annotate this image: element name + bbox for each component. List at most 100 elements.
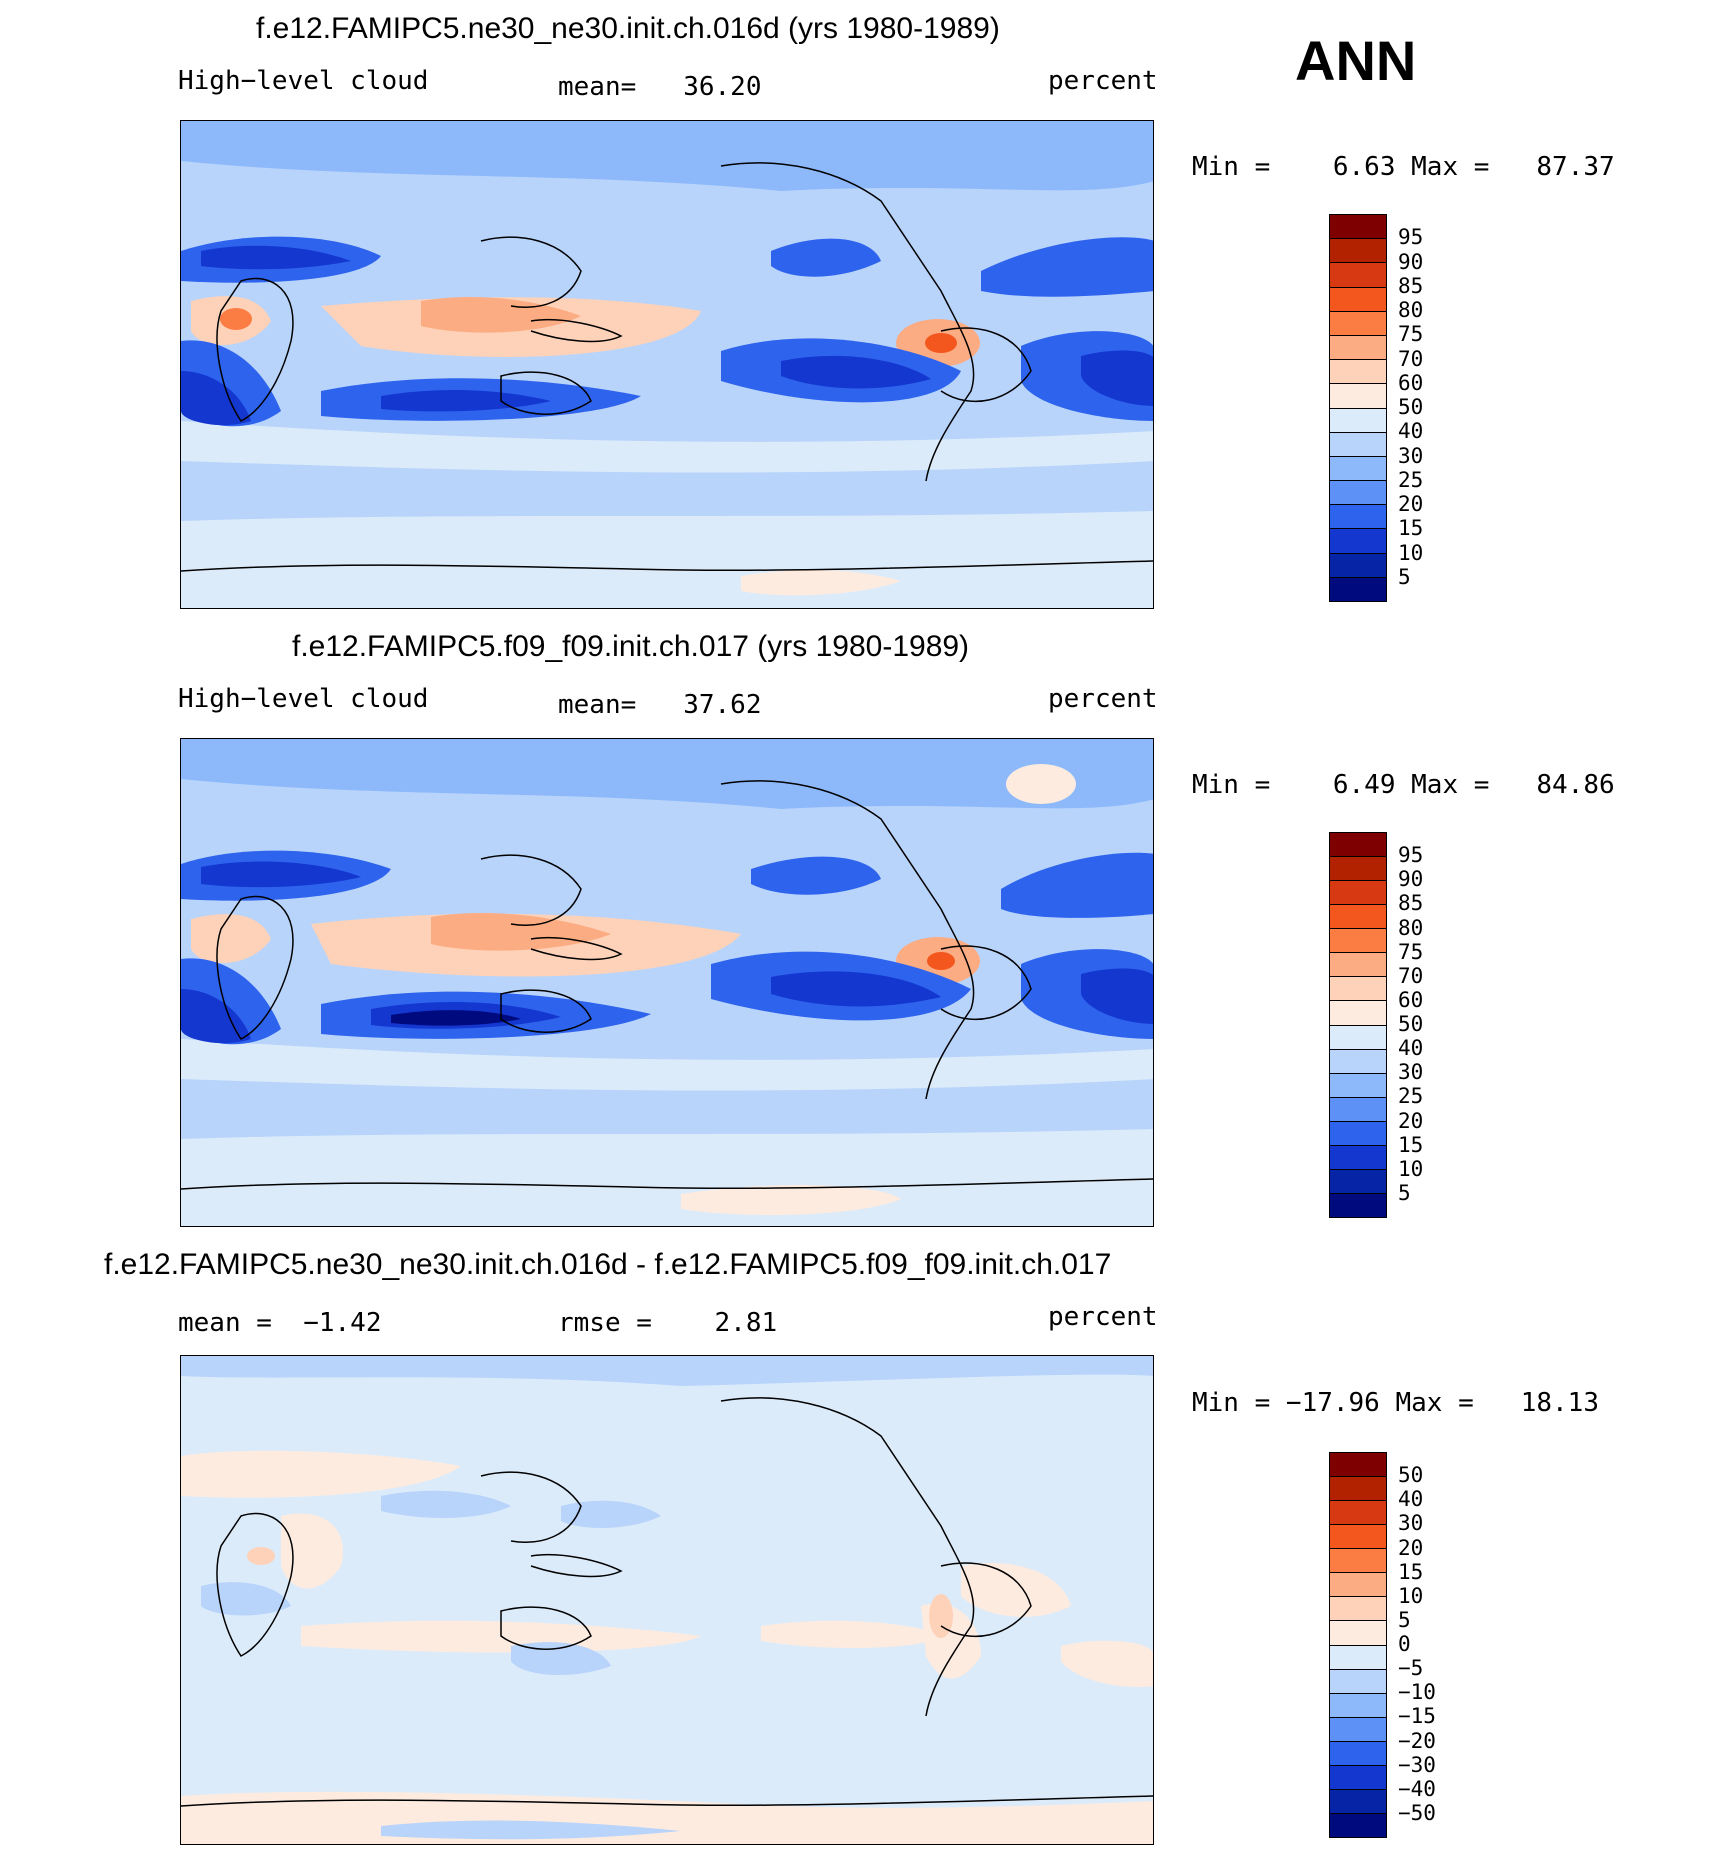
colorbar-tick-label: −20: [1398, 1728, 1436, 1753]
colorbar-segment: [1330, 1193, 1386, 1217]
colorbar-segment: [1330, 1645, 1386, 1670]
colorbar-tick-label: 15: [1398, 516, 1424, 541]
colorbar-segment: [1330, 505, 1386, 530]
panel-1-colorbar-ticks: 95 90 85 80 75 70 60 50 40 30 25 20 15 10 5: [1398, 214, 1478, 602]
colorbar-segment: [1330, 384, 1386, 409]
colorbar-segment: [1330, 1145, 1386, 1170]
colorbar-tick-label: 15: [1398, 1132, 1424, 1157]
colorbar-tick-label: 95: [1398, 843, 1424, 868]
panel-2-mean-label: mean= 37.62: [558, 690, 762, 720]
colorbar-segment: [1330, 239, 1386, 264]
colorbar-segment: [1330, 1121, 1386, 1146]
panel-1-colorbar: [1329, 214, 1387, 602]
panel-1-colorbar-segments: [1330, 215, 1386, 601]
colorbar-tick-label: 20: [1398, 492, 1424, 516]
colorbar-tick-label: 50: [1398, 1012, 1424, 1036]
colorbar-tick-label: 20: [1398, 1535, 1424, 1560]
colorbar-segment: [1330, 1025, 1386, 1050]
panel-3-units-label: percent: [1048, 1302, 1158, 1332]
colorbar-segment: [1330, 953, 1386, 978]
colorbar-segment: [1330, 1049, 1386, 1074]
colorbar-segment: [1330, 1573, 1386, 1598]
colorbar-segment: [1330, 1001, 1386, 1026]
colorbar-tick-label: 30: [1398, 1060, 1424, 1085]
colorbar-segment: [1330, 360, 1386, 385]
colorbar-tick-label: 10: [1398, 1583, 1424, 1608]
panel-3-rmse-label: rmse = 2.81: [558, 1308, 778, 1338]
colorbar-tick-label: 5: [1398, 1180, 1411, 1205]
colorbar-tick-label: 80: [1398, 298, 1424, 322]
colorbar-segment: [1330, 1621, 1386, 1646]
panel-3-colorbar: [1329, 1452, 1387, 1838]
colorbar-tick-label: 80: [1398, 915, 1424, 940]
season-label: ANN: [1295, 29, 1417, 92]
colorbar-segment: [1330, 1525, 1386, 1550]
panel-2-colorbar-segments: [1330, 833, 1386, 1217]
colorbar-segment: [1330, 335, 1386, 361]
panel-1-map: [180, 120, 1154, 609]
colorbar-segment: [1330, 1693, 1386, 1718]
colorbar-segment: [1330, 1549, 1386, 1574]
colorbar-segment: [1330, 1765, 1386, 1790]
colorbar-tick-label: 25: [1398, 1084, 1424, 1109]
colorbar-segment: [1330, 1169, 1386, 1194]
colorbar-tick-label: 75: [1398, 322, 1424, 347]
colorbar-segment: [1330, 1097, 1386, 1122]
colorbar-tick-label: 25: [1398, 467, 1424, 492]
colorbar-segment: [1330, 1501, 1386, 1526]
panel-2-colorbar-ticks: 95 90 85 80 75 70 60 50 40 30 25 20 15 10 5: [1398, 832, 1478, 1218]
colorbar-segment: [1330, 456, 1386, 482]
colorbar-segment: [1330, 263, 1386, 288]
colorbar-segment: [1330, 1669, 1386, 1694]
panel-3-mean-label: mean = −1.42: [178, 1308, 382, 1338]
panel-3-colorbar-segments: [1330, 1453, 1386, 1837]
colorbar-segment: [1330, 432, 1386, 457]
colorbar-tick-label: −5: [1398, 1656, 1424, 1681]
colorbar-tick-label: −15: [1398, 1704, 1436, 1729]
colorbar-tick-label: −40: [1398, 1776, 1436, 1801]
colorbar-segment: [1330, 1813, 1386, 1837]
colorbar-segment: [1330, 311, 1386, 336]
colorbar-tick-label: 15: [1398, 1559, 1424, 1584]
colorbar-tick-label: 85: [1398, 891, 1424, 916]
colorbar-segment: [1330, 577, 1386, 601]
colorbar-tick-label: 40: [1398, 1036, 1424, 1061]
colorbar-segment: [1330, 481, 1386, 506]
colorbar-segment: [1330, 905, 1386, 930]
colorbar-tick-label: −10: [1398, 1680, 1436, 1705]
colorbar-tick-label: 70: [1398, 963, 1424, 988]
colorbar-tick-label: 5: [1398, 1607, 1411, 1632]
colorbar-segment: [1330, 881, 1386, 906]
colorbar-tick-label: 5: [1398, 564, 1411, 589]
colorbar-tick-label: −30: [1398, 1752, 1436, 1777]
colorbar-tick-label: 50: [1398, 1463, 1424, 1488]
colorbar-tick-label: 40: [1398, 1487, 1424, 1512]
panel-2-minmax: Min = 6.49 Max = 84.86: [1192, 770, 1615, 800]
colorbar-segment: [1330, 1073, 1386, 1098]
colorbar-tick-label: 60: [1398, 987, 1424, 1012]
panel-1-variable-label: High−level cloud: [178, 66, 429, 96]
colorbar-tick-label: 95: [1398, 225, 1424, 250]
colorbar-tick-label: 60: [1398, 370, 1424, 395]
colorbar-tick-label: 90: [1398, 867, 1424, 892]
colorbar-segment: [1330, 553, 1386, 578]
colorbar-tick-label: 40: [1398, 419, 1424, 444]
panel-3-map: [180, 1355, 1154, 1845]
colorbar-segment: [1330, 857, 1386, 882]
colorbar-tick-label: 75: [1398, 939, 1424, 964]
colorbar-segment: [1330, 287, 1386, 312]
panel-3-colorbar-ticks: 50 40 30 20 15 10 5 0 −5 −10 −15 −20 −30 −40 −50: [1398, 1452, 1478, 1838]
panel-1-title: f.e12.FAMIPC5.ne30_ne30.init.ch.016d (yr…: [256, 12, 1000, 45]
colorbar-tick-label: 10: [1398, 540, 1424, 565]
colorbar-segment: [1330, 1477, 1386, 1502]
colorbar-segment: [1330, 408, 1386, 433]
colorbar-segment: [1330, 1789, 1386, 1814]
panel-2-map: [180, 738, 1154, 1227]
colorbar-segment: [1330, 1597, 1386, 1622]
panel-1-units-label: percent: [1048, 66, 1158, 96]
colorbar-tick-label: 20: [1398, 1108, 1424, 1133]
colorbar-segment: [1330, 1453, 1386, 1478]
colorbar-segment: [1330, 215, 1386, 240]
colorbar-segment: [1330, 529, 1386, 554]
colorbar-tick-label: 30: [1398, 443, 1424, 468]
